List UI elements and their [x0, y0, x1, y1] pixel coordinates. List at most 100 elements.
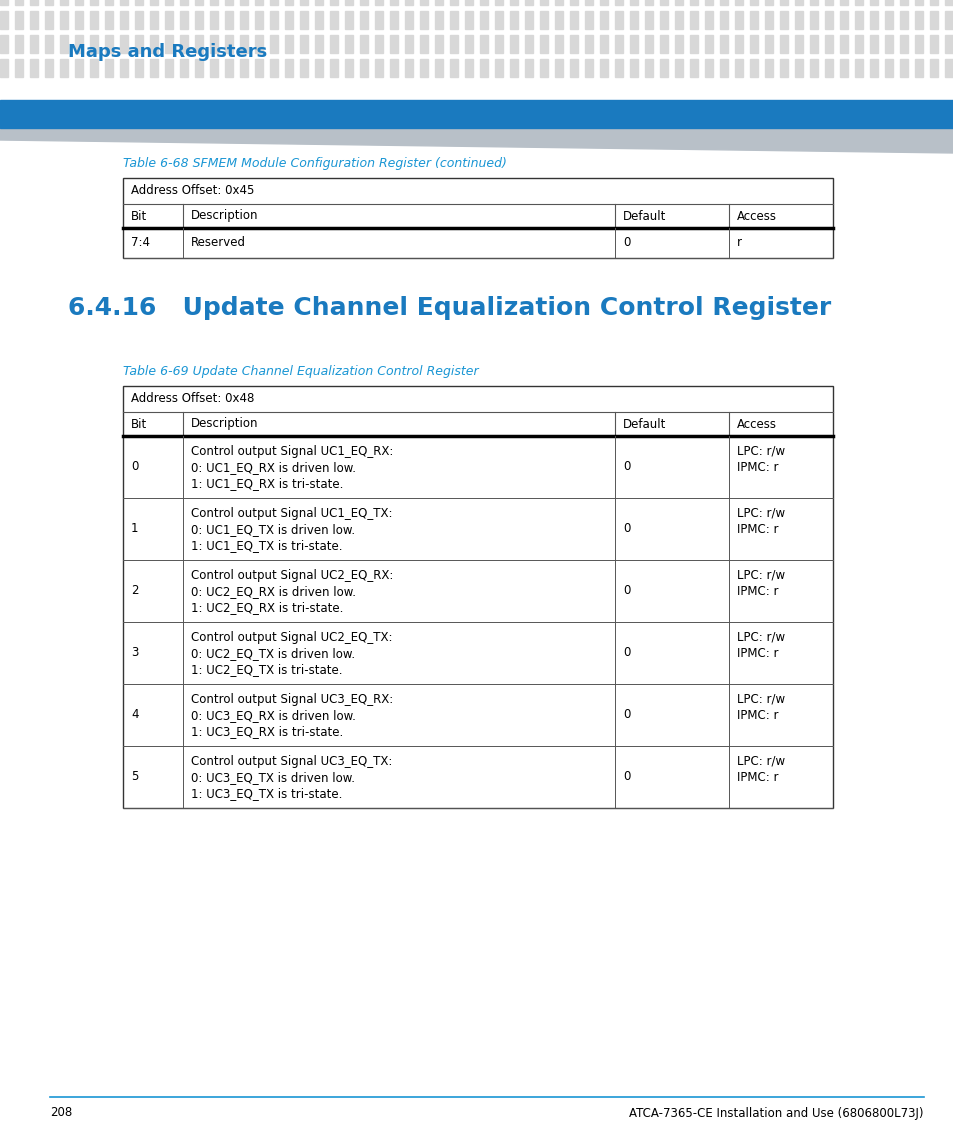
Polygon shape: [0, 128, 953, 153]
Text: 1: UC1_EQ_RX is tri-state.: 1: UC1_EQ_RX is tri-state.: [191, 477, 343, 490]
Bar: [899, 60, 907, 77]
Text: Address Offset: 0x45: Address Offset: 0x45: [131, 184, 254, 197]
Bar: [150, 11, 158, 29]
Text: LPC: r/w: LPC: r/w: [737, 569, 784, 582]
Text: Control output Signal UC2_EQ_RX:: Control output Signal UC2_EQ_RX:: [191, 569, 393, 582]
Bar: [615, 0, 622, 5]
Bar: [180, 11, 188, 29]
Bar: [359, 11, 368, 29]
Bar: [314, 0, 323, 5]
Text: 0: 0: [131, 460, 138, 474]
Bar: [615, 11, 622, 29]
Bar: [809, 0, 817, 5]
Text: 5: 5: [131, 771, 138, 783]
Bar: [599, 0, 607, 5]
Bar: [584, 11, 593, 29]
Text: 0: 0: [622, 709, 630, 721]
Text: 0: 0: [622, 584, 630, 598]
Bar: [15, 60, 23, 77]
Bar: [899, 11, 907, 29]
Bar: [330, 0, 337, 5]
Bar: [644, 60, 652, 77]
Bar: [270, 0, 277, 5]
Text: Control output Signal UC3_EQ_TX:: Control output Signal UC3_EQ_TX:: [191, 755, 392, 768]
Bar: [569, 60, 578, 77]
Bar: [135, 11, 143, 29]
Bar: [929, 11, 937, 29]
Text: 0: UC2_EQ_RX is driven low.: 0: UC2_EQ_RX is driven low.: [191, 585, 355, 598]
Bar: [510, 60, 517, 77]
Bar: [75, 60, 83, 77]
Bar: [435, 35, 442, 53]
Text: 7:4: 7:4: [131, 237, 150, 250]
Bar: [675, 60, 682, 77]
Bar: [435, 0, 442, 5]
Bar: [419, 60, 428, 77]
Bar: [450, 60, 457, 77]
Bar: [464, 35, 473, 53]
Bar: [780, 0, 787, 5]
Text: Bit: Bit: [131, 210, 147, 222]
Bar: [45, 0, 53, 5]
Text: Table 6-69 Update Channel Equalization Control Register: Table 6-69 Update Channel Equalization C…: [123, 365, 478, 378]
Bar: [644, 0, 652, 5]
Bar: [840, 0, 847, 5]
Bar: [524, 11, 533, 29]
Bar: [854, 60, 862, 77]
Bar: [749, 35, 758, 53]
Bar: [464, 60, 473, 77]
Bar: [210, 60, 218, 77]
Bar: [194, 11, 203, 29]
Bar: [15, 0, 23, 5]
Bar: [555, 35, 562, 53]
Text: Default: Default: [622, 418, 666, 431]
Text: 208: 208: [50, 1106, 72, 1120]
Text: 0: 0: [622, 460, 630, 474]
Bar: [345, 11, 353, 29]
Bar: [345, 60, 353, 77]
Bar: [615, 60, 622, 77]
Bar: [359, 35, 368, 53]
Bar: [720, 11, 727, 29]
Bar: [464, 0, 473, 5]
Bar: [210, 0, 218, 5]
Bar: [240, 35, 248, 53]
Text: 2: 2: [131, 584, 138, 598]
Bar: [944, 60, 952, 77]
Bar: [869, 60, 877, 77]
Bar: [584, 0, 593, 5]
Text: IPMC: r: IPMC: r: [737, 523, 778, 536]
Bar: [794, 35, 802, 53]
Bar: [824, 0, 832, 5]
Bar: [0, 11, 8, 29]
Bar: [764, 11, 772, 29]
Bar: [135, 60, 143, 77]
Bar: [854, 0, 862, 5]
Bar: [75, 35, 83, 53]
Bar: [914, 0, 923, 5]
Text: 1: UC2_EQ_RX is tri-state.: 1: UC2_EQ_RX is tri-state.: [191, 601, 343, 614]
Bar: [479, 60, 488, 77]
Bar: [345, 35, 353, 53]
Bar: [899, 35, 907, 53]
Bar: [929, 35, 937, 53]
Bar: [210, 35, 218, 53]
Bar: [734, 35, 742, 53]
Bar: [944, 35, 952, 53]
Bar: [479, 11, 488, 29]
Bar: [375, 35, 382, 53]
Bar: [495, 60, 502, 77]
Text: Maps and Registers: Maps and Registers: [68, 44, 267, 61]
Bar: [794, 11, 802, 29]
Text: Control output Signal UC1_EQ_TX:: Control output Signal UC1_EQ_TX:: [191, 507, 392, 520]
Text: 0: 0: [622, 647, 630, 660]
Bar: [180, 60, 188, 77]
Bar: [0, 35, 8, 53]
Bar: [135, 0, 143, 5]
Text: IPMC: r: IPMC: r: [737, 771, 778, 784]
Bar: [689, 35, 698, 53]
Bar: [194, 35, 203, 53]
Bar: [809, 11, 817, 29]
Bar: [390, 35, 397, 53]
Text: Description: Description: [191, 418, 258, 431]
